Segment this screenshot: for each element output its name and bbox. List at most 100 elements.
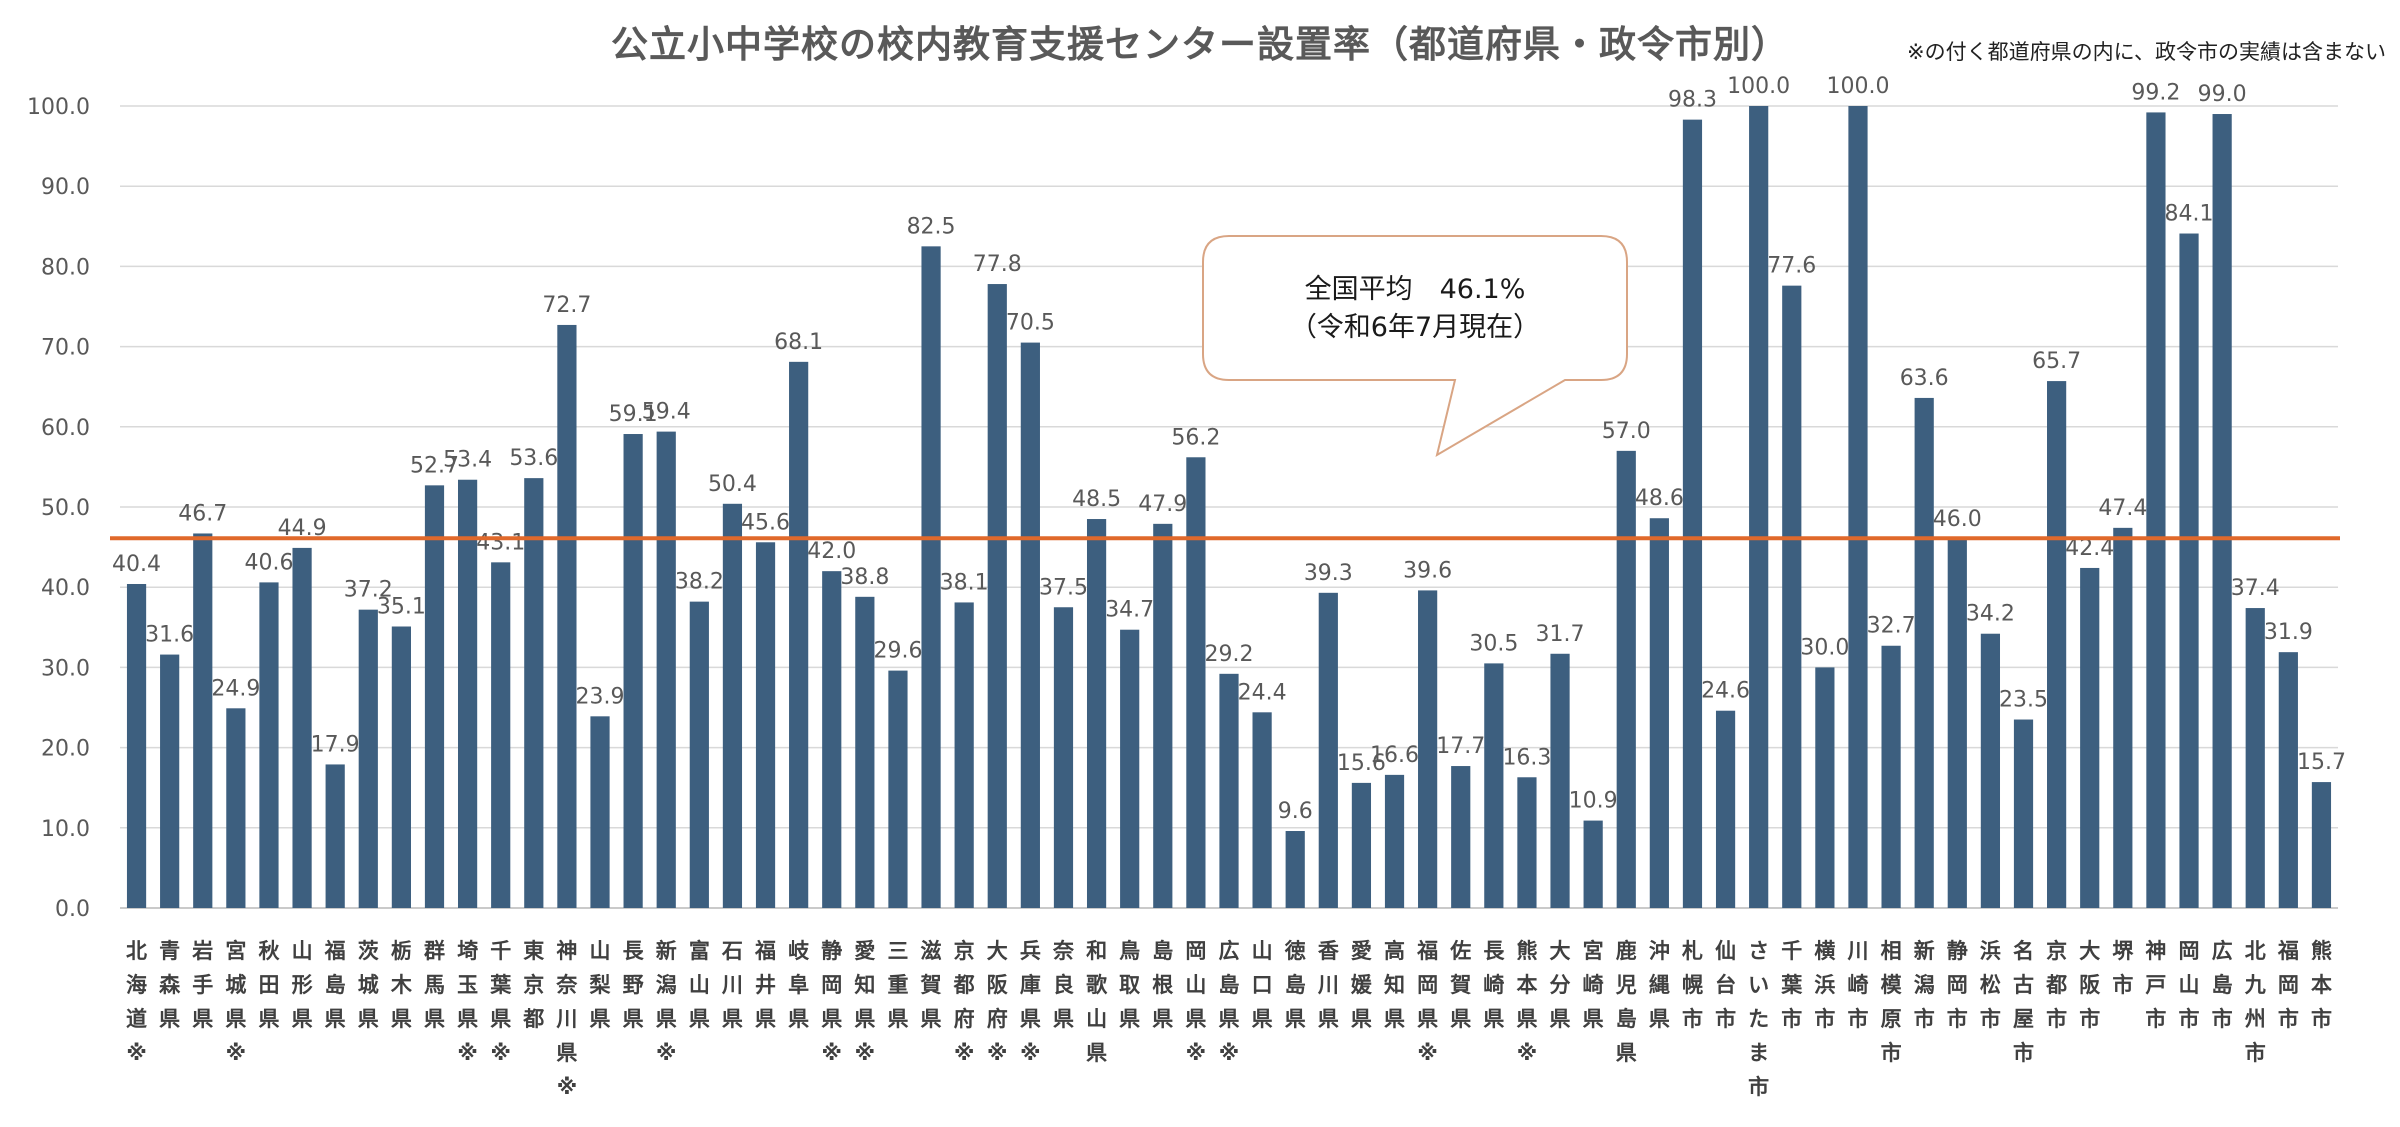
- category-label: 沖縄県: [1649, 939, 1670, 1031]
- data-labels: 40.431.646.724.940.644.917.937.235.152.7…: [112, 74, 2346, 824]
- category-label: 長野県: [623, 939, 645, 1031]
- data-label: 37.4: [2231, 576, 2280, 601]
- category-label: 岡山県※: [1185, 939, 1206, 1065]
- bar: [259, 582, 279, 908]
- bar: [2113, 527, 2133, 908]
- y-axis-ticks: 0.0 10.0 20.0 30.0 40.0 50.0 60.0 70.0 80.0 90.0 1…: [27, 95, 90, 922]
- data-label: 24.9: [211, 676, 260, 701]
- category-label: 広島県※: [1219, 939, 1240, 1065]
- data-label: 57.0: [1602, 419, 1651, 444]
- category-label: 三重県: [887, 939, 908, 1031]
- bar: [358, 609, 378, 908]
- data-label: 23.5: [1999, 688, 2048, 713]
- bar: [921, 246, 941, 909]
- category-label: 高知県: [1384, 939, 1405, 1031]
- category-label: 宮城県※: [225, 939, 246, 1065]
- bar: [2245, 608, 2265, 908]
- data-label: 31.6: [145, 623, 194, 648]
- category-label: 大阪市: [2079, 939, 2101, 1031]
- category-label: 熊本県※: [1516, 939, 1537, 1065]
- category-label: 京都府※: [953, 939, 975, 1065]
- y-tick-label: 30.0: [41, 656, 90, 681]
- category-label: 香川県: [1317, 939, 1340, 1031]
- category-label: 和歌山県: [1086, 939, 1108, 1065]
- category-label: 鹿児島県: [1615, 939, 1637, 1065]
- bar: [1980, 633, 2001, 908]
- category-label: 堺市: [2112, 939, 2134, 997]
- data-label: 31.7: [1536, 622, 1585, 647]
- bar: [954, 602, 974, 908]
- category-label: 浜松市: [1980, 939, 2001, 1031]
- data-label: 98.3: [1668, 88, 1717, 113]
- data-label: 63.6: [1900, 366, 1949, 391]
- data-label: 17.7: [1436, 734, 1485, 759]
- data-label: 37.5: [1039, 575, 1088, 600]
- bar: [722, 503, 743, 908]
- category-label: 石川県: [721, 939, 743, 1031]
- bar: [524, 478, 544, 908]
- data-label: 32.7: [1867, 614, 1916, 639]
- category-label: 名古屋市: [2013, 939, 2034, 1065]
- category-label: 千葉県※: [489, 939, 512, 1065]
- data-label: 53.4: [443, 448, 492, 473]
- category-label: 鳥取県: [1119, 939, 1140, 1031]
- bar: [2179, 233, 2199, 908]
- category-label: 広島市: [2212, 939, 2233, 1031]
- bar: [1715, 710, 1736, 908]
- category-label: 北九州市: [2244, 939, 2266, 1065]
- data-label: 46.7: [178, 501, 227, 526]
- data-label: 70.5: [1006, 311, 1055, 336]
- data-label: 48.5: [1072, 487, 1121, 512]
- data-label: 23.9: [576, 684, 625, 709]
- bar: [1285, 831, 1305, 908]
- category-label: 横浜市: [1814, 939, 1835, 1031]
- category-label: 徳島県: [1284, 939, 1306, 1031]
- category-label: 秋田県: [258, 939, 280, 1031]
- bar: [1848, 106, 1868, 908]
- category-label: 愛媛県: [1350, 939, 1373, 1031]
- data-label: 72.7: [542, 293, 591, 318]
- y-tick-label: 80.0: [41, 255, 90, 280]
- callout-date-text: （令和6年7月現在）: [1290, 312, 1540, 343]
- data-label: 34.2: [1966, 602, 2015, 627]
- category-label: 福岡県※: [1416, 939, 1438, 1065]
- y-tick-label: 60.0: [41, 416, 90, 441]
- bar: [1153, 523, 1173, 908]
- data-label: 39.3: [1304, 561, 1353, 586]
- bar: [1649, 518, 1669, 908]
- category-label: 山梨県: [590, 939, 611, 1031]
- category-label: 新潟県※: [656, 939, 677, 1065]
- category-label: 川崎市: [1846, 939, 1868, 1031]
- bar: [755, 542, 776, 908]
- bar: [1053, 607, 1074, 908]
- category-label: さいたま市: [1748, 939, 1769, 1099]
- category-label: 滋賀県: [920, 939, 942, 1031]
- bar: [888, 670, 908, 908]
- y-tick-label: 70.0: [41, 336, 90, 361]
- bar: [1418, 590, 1438, 908]
- bar: [789, 361, 809, 908]
- bar: [1550, 653, 1570, 908]
- data-label: 99.2: [2131, 80, 2180, 105]
- category-label: 大分県: [1550, 939, 1571, 1031]
- data-label: 29.2: [1205, 642, 1254, 667]
- category-label: 栃木県: [390, 939, 413, 1031]
- data-label: 47.4: [2098, 496, 2147, 521]
- data-label: 38.1: [940, 570, 989, 595]
- category-label: 宮崎県: [1583, 939, 1604, 1031]
- bar: [160, 654, 180, 908]
- data-label: 24.6: [1701, 679, 1750, 704]
- bar: [2278, 652, 2298, 908]
- data-label: 99.0: [2198, 82, 2247, 107]
- bar: [656, 431, 676, 908]
- data-label: 17.9: [311, 732, 360, 757]
- category-label: 静岡県※: [821, 939, 842, 1065]
- bar: [1484, 663, 1504, 908]
- data-label: 47.9: [1138, 492, 1187, 517]
- category-label: 群馬県: [424, 939, 445, 1031]
- data-label: 24.4: [1238, 680, 1287, 705]
- bar: [1351, 782, 1372, 908]
- bar: [424, 485, 445, 908]
- category-label: 大阪府※: [987, 939, 1009, 1065]
